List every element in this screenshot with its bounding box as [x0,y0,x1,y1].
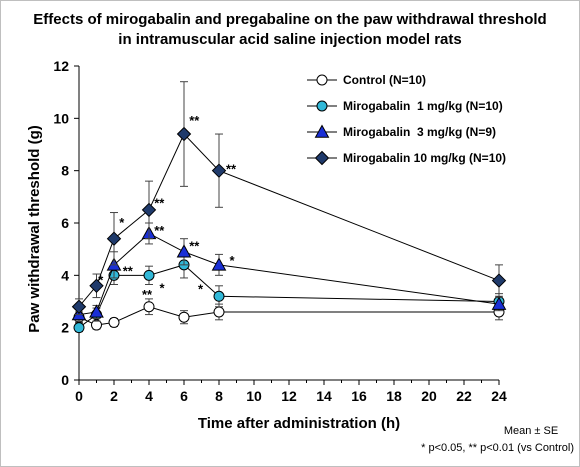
x-tick-label: 6 [180,388,188,404]
y-tick-label: 6 [61,215,69,231]
x-tick-label: 4 [145,388,153,404]
data-point [491,296,507,310]
significance-label: * [98,272,104,287]
x-tick-label: 8 [215,388,223,404]
data-point [176,244,192,258]
x-tick-label: 22 [456,388,472,404]
significance-label: * [160,280,166,295]
significance-label: ** [189,113,200,128]
x-tick-label: 0 [75,388,83,404]
legend-item: Mirogabalin 10 mg/kg (N=10) [307,150,506,166]
data-point [89,278,104,294]
significance-label: ** [154,223,165,238]
series-3 [71,81,507,316]
x-tick-label: 14 [316,388,332,404]
legend-item: Control (N=10) [307,73,426,87]
significance-label: ** [123,263,134,278]
data-point [89,304,104,318]
legend-label: Mirogabalin 3 mg/kg (N=9) [343,125,496,139]
y-tick-label: 4 [61,267,69,283]
series-1 [73,251,505,334]
data-point [108,316,120,328]
x-tick-label: 10 [246,388,262,404]
footnote-mean-se: Mean ± SE [504,425,558,437]
significance-label: * [230,253,236,268]
data-point [211,257,227,271]
significance-label: * [119,215,125,230]
legend-item: Mirogabalin 3 mg/kg (N=9) [307,124,496,139]
series-2 [71,222,507,322]
y-tick-label: 2 [61,320,69,336]
significance-label: * [198,282,204,297]
legend-label: Mirogabalin 10 mg/kg (N=10) [343,151,506,165]
data-point [143,301,155,313]
chart-title-line-2: in intramuscular acid saline injection m… [118,31,461,48]
data-point [176,126,192,142]
data-point [141,202,157,218]
legend-marker [316,74,328,86]
chart-title-line-1: Effects of mirogabalin and pregabaline o… [33,11,546,28]
data-point [71,299,87,314]
legend-marker [316,100,328,112]
x-tick-label: 12 [281,388,297,404]
x-tick-label: 18 [386,388,402,404]
series-line [78,306,499,326]
y-tick-label: 10 [53,110,69,126]
data-point [73,322,85,334]
data-point [213,290,225,302]
series-0 [73,298,505,331]
legend-label: Mirogabalin 1 mg/kg (N=10) [343,99,503,113]
data-point [178,311,190,323]
y-tick-label: 12 [53,58,69,74]
footnote-significance: * p<0.05, ** p<0.01 (vs Control) [421,442,574,454]
x-tick-label: 2 [110,388,118,404]
x-axis-label: Time after administration (h) [198,415,400,432]
significance-label: ** [189,238,200,253]
x-tick-label: 20 [421,388,437,404]
legend-item: Mirogabalin 1 mg/kg (N=10) [307,99,503,113]
legend-marker [314,150,330,166]
significance-label: ** [142,287,153,302]
x-tick-label: 16 [351,388,367,404]
y-axis-label: Paw withdrawal threshold (g) [26,125,43,333]
data-point [491,273,507,288]
data-point [143,269,155,281]
series-line [78,232,500,316]
data-point [213,306,225,318]
y-tick-label: 8 [61,163,69,179]
significance-label: ** [226,161,237,176]
significance-label: ** [154,195,165,210]
legend-label: Control (N=10) [343,73,426,87]
data-point [211,163,227,178]
x-tick-label: 24 [491,388,507,404]
legend-marker [314,124,330,138]
y-tick-label: 0 [61,372,69,388]
data-point [106,231,122,246]
